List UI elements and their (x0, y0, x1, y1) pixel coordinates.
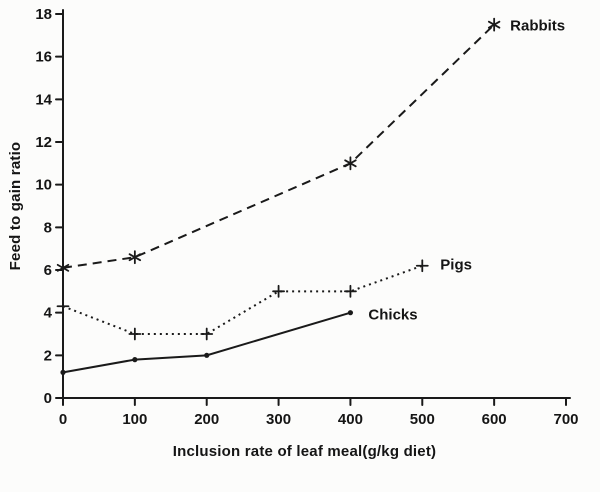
series-label-pigs: Pigs (440, 257, 472, 274)
marker-dot-chicks (60, 369, 66, 375)
y-tick-label: 16 (35, 49, 52, 66)
x-tick-label: 300 (266, 411, 291, 428)
x-axis-title: Inclusion rate of leaf meal(g/kg diet) (173, 443, 436, 460)
x-tick-label: 500 (410, 411, 435, 428)
y-tick-label: 18 (35, 6, 52, 23)
x-tick-label: 700 (553, 411, 578, 428)
x-tick-label: 0 (59, 411, 67, 428)
marker-dot-chicks (132, 357, 138, 363)
marker-star-rabbits (56, 263, 70, 272)
y-axis-title: Feed to gain ratio (7, 142, 24, 271)
x-tick-label: 600 (482, 411, 507, 428)
x-tick-label: 200 (194, 411, 219, 428)
y-tick-label: 0 (44, 390, 52, 407)
y-tick-label: 12 (35, 134, 52, 151)
y-tick-label: 4 (44, 305, 53, 322)
series-line-rabbits (62, 23, 495, 269)
marker-dot-chicks (347, 310, 354, 316)
series-label-rabbits: Rabbits (510, 18, 565, 35)
marker-star-rabbits (128, 253, 142, 262)
x-tick-label: 400 (338, 411, 363, 428)
series-label-chicks: Chicks (368, 307, 417, 324)
series-line-pigs (62, 264, 423, 335)
y-tick-label: 2 (44, 347, 52, 364)
y-tick-label: 8 (44, 219, 52, 236)
y-tick-label: 10 (35, 177, 52, 194)
marker-star-rabbits (487, 20, 501, 29)
marker-star-rabbits (344, 159, 357, 168)
y-tick-label: 6 (44, 262, 52, 279)
y-tick-label: 14 (35, 91, 52, 108)
series-line-chicks (62, 311, 351, 374)
marker-dot-chicks (204, 352, 210, 358)
x-tick-label: 100 (122, 411, 147, 428)
